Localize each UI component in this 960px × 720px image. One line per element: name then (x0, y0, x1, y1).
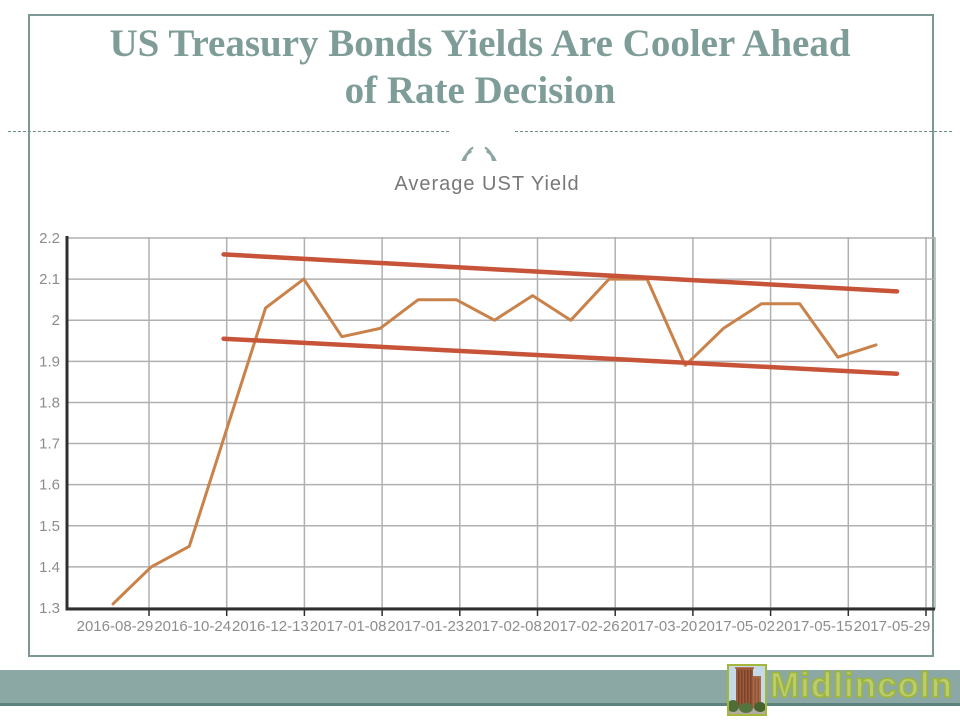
ring-ornament-icon (461, 146, 497, 161)
x-axis-label: 2016-08-29 (77, 618, 154, 635)
divider-dashed-line-left (8, 131, 449, 132)
divider-dashed-line-right (515, 131, 952, 132)
data-line (111, 277, 878, 606)
y-axis-label: 1.5 (39, 518, 60, 535)
slide-title-line2: of Rate Decision (344, 69, 616, 112)
x-axis-label: 2017-02-08 (465, 618, 542, 635)
content-frame (28, 14, 934, 657)
x-axis-label: 2017-05-29 (854, 618, 931, 635)
footer-bar (0, 670, 960, 706)
y-axis-label: 2.2 (39, 230, 60, 247)
slide-title: US Treasury Bonds Yields Are Cooler Ahea… (40, 20, 920, 114)
y-axis-label: 1.3 (39, 600, 60, 617)
y-axis-label: 2 (52, 312, 60, 329)
x-axis-label: 2017-05-02 (698, 618, 775, 635)
y-axis-label: 1.6 (39, 477, 60, 494)
upper-channel-line (221, 252, 900, 294)
x-axis-label: 2017-05-15 (776, 618, 853, 635)
x-axis-label: 2017-01-08 (310, 618, 387, 635)
y-axis-label: 1.9 (39, 353, 60, 370)
y-axis-label: 2.1 (39, 271, 60, 288)
y-axis-label: 1.7 (39, 436, 60, 453)
lower-channel-line (221, 336, 900, 376)
y-axis-label: 1.8 (39, 394, 60, 411)
chart-title: Average UST Yield (394, 173, 580, 195)
x-axis-label: 2017-01-23 (387, 618, 464, 635)
x-axis-label: 2017-03-20 (621, 618, 698, 635)
midlincoln-building-logo-icon (727, 664, 767, 716)
x-axis-label: 2016-12-13 (232, 618, 309, 635)
x-axis-label: 2016-10-24 (154, 618, 231, 635)
x-axis-label: 2017-02-26 (543, 618, 620, 635)
y-axis-label: 1.4 (39, 559, 60, 576)
slide-title-line1: US Treasury Bonds Yields Are Cooler Ahea… (109, 22, 851, 65)
brand-name: Midlincoln (769, 665, 954, 706)
